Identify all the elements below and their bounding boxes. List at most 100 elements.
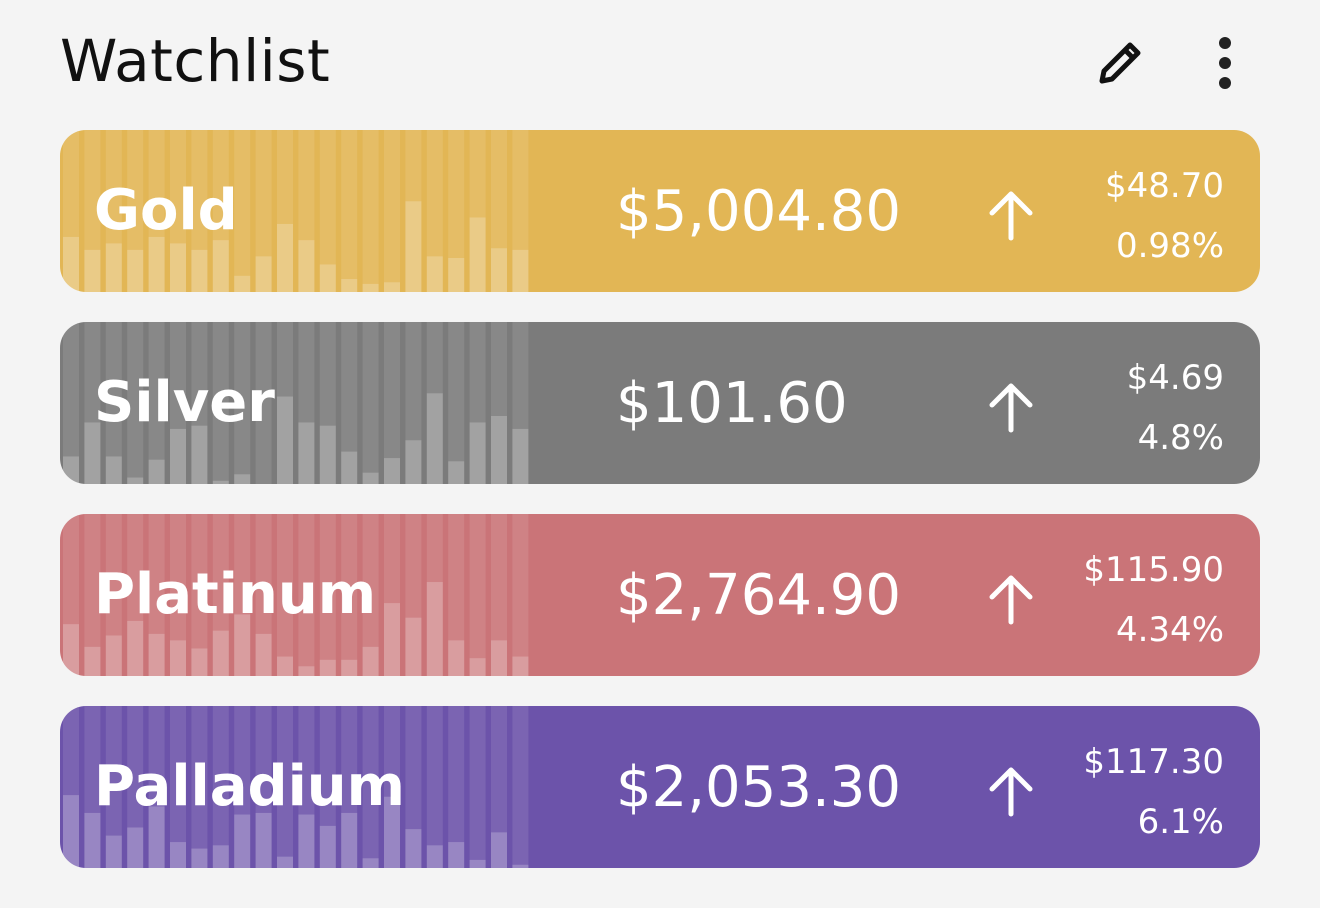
watchlist-card-palladium[interactable]: Palladium $2,053.30 $117.30 6.1% [60, 706, 1260, 868]
price-change: $115.90 [1083, 550, 1224, 590]
arrow-up-icon [989, 575, 1033, 625]
bar-track [491, 130, 507, 292]
bar [63, 795, 79, 868]
bar [277, 396, 293, 484]
bar [191, 648, 208, 676]
bar-track [512, 514, 529, 676]
bar [170, 428, 186, 484]
metal-name: Silver [94, 370, 275, 435]
bar-track [426, 514, 443, 676]
bar-track [298, 130, 315, 292]
bar [319, 264, 336, 292]
watchlist-card-gold[interactable]: Gold $5,004.80 $48.70 0.98% [60, 130, 1260, 292]
pencil-icon [1099, 42, 1141, 84]
bar [170, 243, 186, 292]
bar-track [491, 514, 507, 676]
sparkline-bars [60, 322, 570, 484]
bar [105, 835, 122, 868]
bar-track [512, 322, 529, 484]
bar [405, 201, 422, 292]
bar-track [148, 322, 165, 484]
bar [84, 646, 101, 676]
bar [448, 640, 465, 676]
bar [277, 856, 293, 868]
arrow-up-icon [989, 383, 1033, 433]
watchlist-header: Watchlist [60, 20, 1260, 100]
bar-track [234, 322, 251, 484]
bar-track [405, 514, 422, 676]
bar [191, 848, 208, 868]
bar-track [362, 706, 379, 868]
bar-track [170, 706, 186, 868]
watchlist-card-silver[interactable]: Silver $101.60 $4.69 4.8% [60, 322, 1260, 484]
edit-button[interactable] [1085, 28, 1155, 98]
bar-track [384, 706, 400, 868]
bar-track [469, 706, 486, 868]
percent-change: 4.34% [1115, 610, 1224, 650]
bar-track [212, 514, 229, 676]
bar-track [191, 322, 208, 484]
bar [405, 829, 422, 868]
bar [298, 422, 315, 484]
bar-track [384, 322, 400, 484]
bar-track [405, 130, 422, 292]
bar [234, 614, 251, 676]
sparkline-bars [60, 130, 570, 292]
bar [170, 640, 186, 676]
bar [448, 257, 465, 292]
bar-track [469, 514, 486, 676]
bar [341, 659, 358, 676]
price-change: $48.70 [1105, 166, 1224, 206]
watchlist-card-platinum[interactable]: Platinum $2,764.90 $115.90 4.34% [60, 514, 1260, 676]
bar [234, 474, 251, 484]
bar [341, 812, 358, 868]
bar-track [127, 706, 144, 868]
bar-track [148, 130, 165, 292]
bar [405, 617, 422, 676]
bar-track [341, 514, 358, 676]
bar [127, 620, 144, 676]
bar [277, 223, 293, 292]
bar [84, 249, 101, 292]
bar [384, 603, 400, 676]
more-options-button[interactable] [1190, 28, 1260, 98]
bar [255, 633, 272, 676]
bar-track [105, 514, 122, 676]
bar-track [491, 706, 507, 868]
bar [105, 635, 122, 676]
bar-track [405, 706, 422, 868]
bar-track [127, 322, 144, 484]
metal-price: $5,004.80 [616, 179, 902, 244]
bar-track [84, 706, 101, 868]
bar-track [170, 130, 186, 292]
bar-track [298, 514, 315, 676]
arrow-up-icon [989, 191, 1033, 241]
bar-track [277, 130, 293, 292]
bar-track [127, 130, 144, 292]
bar-track [255, 130, 272, 292]
bar-track [212, 322, 229, 484]
bar [426, 393, 443, 484]
bar-track [63, 322, 79, 484]
bar-track [362, 130, 379, 292]
percent-change: 0.98% [1115, 226, 1224, 266]
bar-track [491, 322, 507, 484]
bar-track [170, 322, 186, 484]
bar-track [362, 322, 379, 484]
bar [127, 477, 144, 484]
bar [298, 240, 315, 292]
bar-track [63, 514, 79, 676]
bar-track [234, 514, 251, 676]
bar [426, 845, 443, 868]
bar-track [448, 130, 465, 292]
bar-track [426, 706, 443, 868]
bar [491, 832, 507, 868]
bar-track [298, 706, 315, 868]
bar-track [319, 322, 336, 484]
bar [469, 422, 486, 484]
bar [362, 472, 379, 484]
page-title: Watchlist [60, 27, 331, 95]
bar-track [63, 130, 79, 292]
bar-track [319, 706, 336, 868]
bar [191, 249, 208, 292]
